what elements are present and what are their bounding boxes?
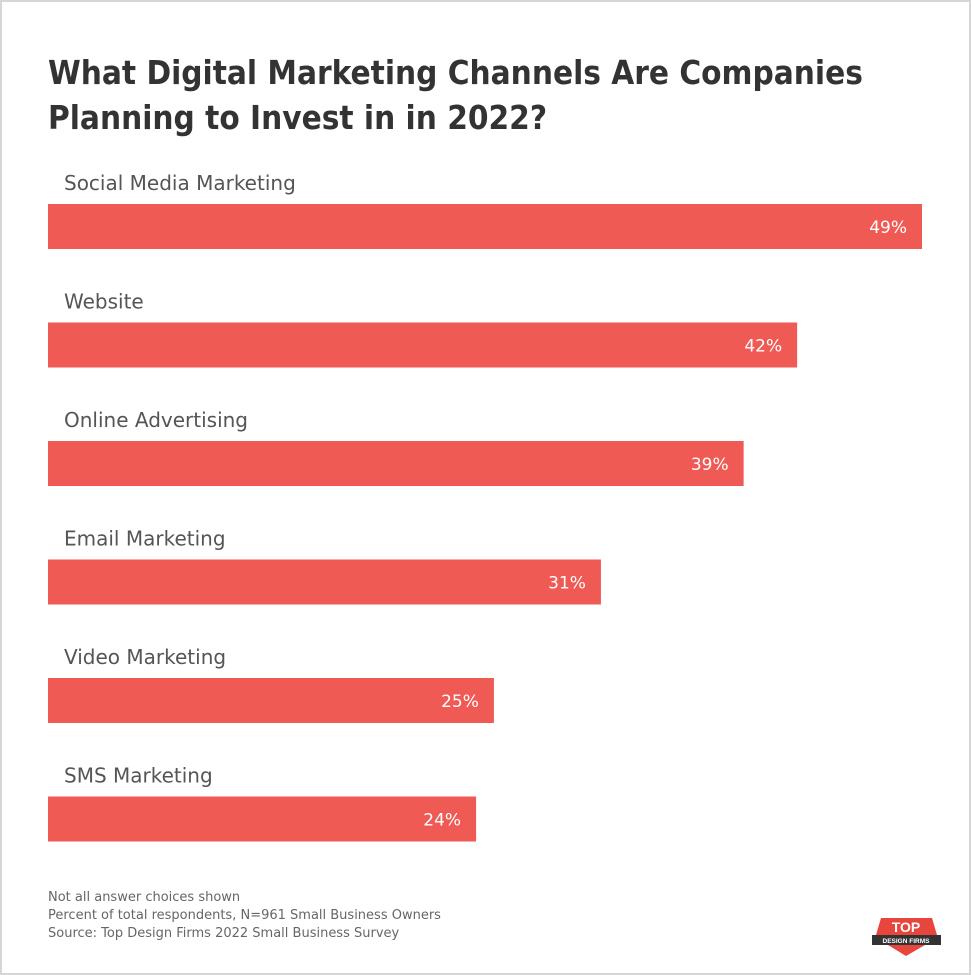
logo-ribbon [872, 935, 941, 945]
bar [48, 322, 798, 368]
bar [48, 678, 494, 723]
value-label: 24% [423, 811, 461, 831]
value-label: 31% [548, 574, 586, 594]
logo-badge [876, 918, 937, 935]
footnote: Not all answer choices shown [48, 890, 240, 905]
value-label: 49% [869, 218, 907, 238]
category-label: Website [64, 290, 144, 314]
chart-title: What Digital Marketing Channels Are Comp… [48, 53, 863, 137]
bar [48, 204, 922, 249]
footnote: Percent of total respondents, N=961 Smal… [48, 908, 441, 923]
category-label: SMS Marketing [64, 764, 213, 788]
category-label: Video Marketing [64, 645, 226, 669]
logo: TOP DESIGN FIRMS [872, 918, 941, 956]
value-label: 42% [744, 337, 782, 357]
value-label: 25% [441, 692, 479, 712]
footnote: Source: Top Design Firms 2022 Small Busi… [48, 926, 400, 941]
category-label: Social Media Marketing [64, 171, 296, 195]
bar [48, 796, 477, 842]
logo-point [888, 945, 925, 956]
bar [48, 559, 601, 605]
category-label: Email Marketing [64, 527, 226, 551]
logo-top: TOP [892, 919, 921, 935]
bar [48, 441, 744, 486]
value-label: 39% [691, 455, 729, 475]
category-label: Online Advertising [64, 408, 248, 432]
logo-bottom: DESIGN FIRMS [883, 938, 931, 945]
